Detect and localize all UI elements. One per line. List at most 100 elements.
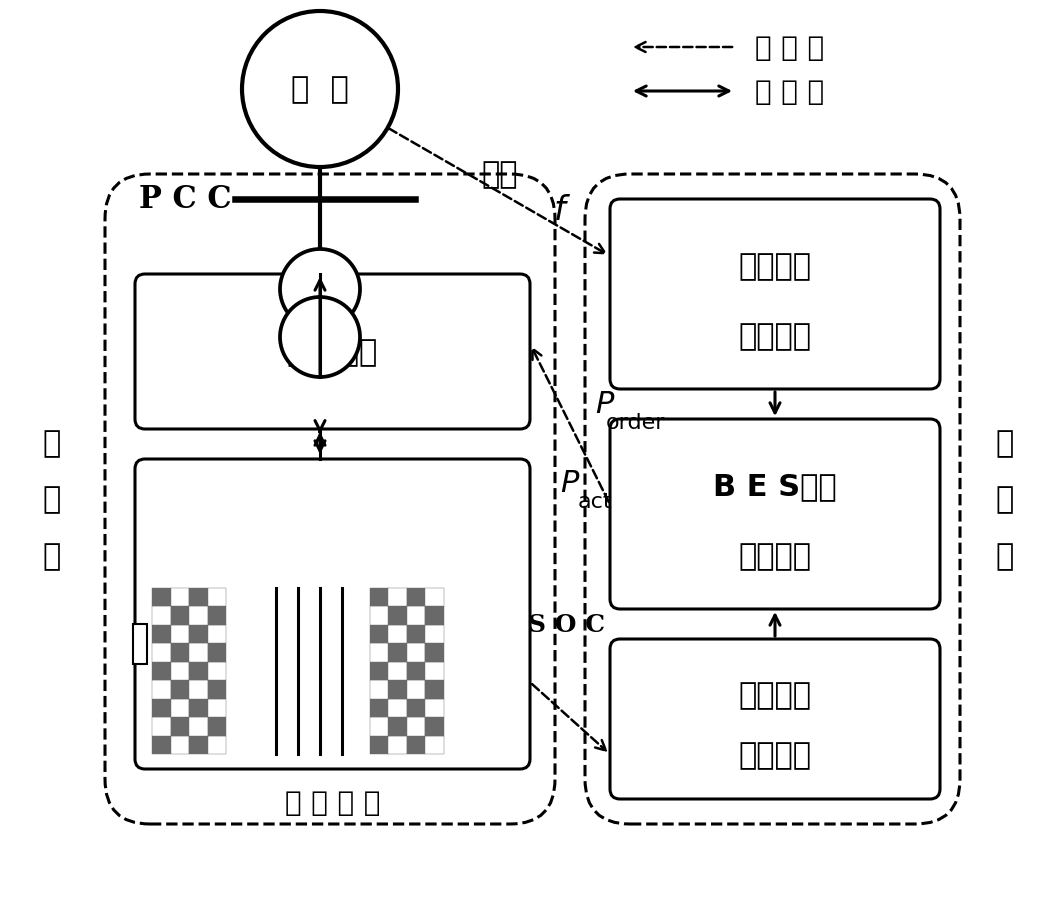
Text: 电  网: 电 网 <box>292 75 349 105</box>
Bar <box>407 698 425 717</box>
Bar <box>208 625 226 643</box>
Bar <box>189 588 208 607</box>
Bar <box>407 607 425 625</box>
Bar <box>370 588 389 607</box>
Bar <box>425 625 444 643</box>
Bar <box>170 588 189 607</box>
Bar <box>425 588 444 607</box>
Bar <box>407 643 425 662</box>
Text: P C C: P C C <box>139 185 231 215</box>
Bar <box>389 680 407 698</box>
Text: 频率: 频率 <box>482 160 518 189</box>
Bar <box>425 643 444 662</box>
Bar <box>133 624 147 664</box>
Bar <box>170 680 189 698</box>
Text: $f$: $f$ <box>553 193 571 226</box>
Text: 能 量 流: 能 量 流 <box>754 78 825 106</box>
Bar <box>170 717 189 736</box>
Bar <box>189 662 208 680</box>
Bar <box>208 607 226 625</box>
Bar <box>425 680 444 698</box>
Bar <box>370 607 389 625</box>
Bar <box>208 736 226 754</box>
Bar <box>189 625 208 643</box>
Bar <box>389 662 407 680</box>
Text: 实时监测: 实时监测 <box>739 740 812 769</box>
FancyBboxPatch shape <box>135 460 530 769</box>
Bar <box>208 680 226 698</box>
Bar <box>152 698 170 717</box>
Text: 控制策略: 控制策略 <box>739 541 812 571</box>
Text: order: order <box>605 413 665 433</box>
Text: 电网功率: 电网功率 <box>739 252 812 280</box>
Bar <box>389 625 407 643</box>
Bar <box>152 588 170 607</box>
Bar <box>407 588 425 607</box>
Bar <box>152 607 170 625</box>
Bar <box>370 662 389 680</box>
Text: act: act <box>578 491 612 511</box>
FancyBboxPatch shape <box>610 640 940 800</box>
Bar <box>208 717 226 736</box>
Bar <box>425 662 444 680</box>
Bar <box>425 698 444 717</box>
Bar <box>152 717 170 736</box>
Bar <box>208 588 226 607</box>
Circle shape <box>280 298 359 378</box>
Bar <box>208 643 226 662</box>
FancyBboxPatch shape <box>610 420 940 609</box>
Bar <box>370 680 389 698</box>
Text: 电池状态: 电池状态 <box>739 681 812 709</box>
Bar <box>189 736 208 754</box>
Bar <box>389 607 407 625</box>
Bar <box>170 698 189 717</box>
Bar <box>389 698 407 717</box>
FancyBboxPatch shape <box>610 199 940 390</box>
Text: 储 能 电 池: 储 能 电 池 <box>285 789 380 816</box>
Bar <box>407 662 425 680</box>
Bar <box>189 607 208 625</box>
Text: B E S功率: B E S功率 <box>713 471 837 501</box>
Text: 储能变流器: 储能变流器 <box>287 337 378 367</box>
Bar <box>208 698 226 717</box>
Text: 信 息 流: 信 息 流 <box>754 34 825 62</box>
Bar <box>370 643 389 662</box>
Bar <box>189 717 208 736</box>
Bar <box>189 698 208 717</box>
Bar <box>370 698 389 717</box>
Text: 设
备
层: 设 备 层 <box>43 428 61 571</box>
Bar <box>370 736 389 754</box>
Bar <box>170 643 189 662</box>
Text: S O C: S O C <box>528 612 605 636</box>
Bar <box>370 717 389 736</box>
Bar <box>152 662 170 680</box>
Bar <box>389 588 407 607</box>
Text: $P$: $P$ <box>595 390 616 419</box>
Circle shape <box>242 12 398 168</box>
Bar <box>389 643 407 662</box>
Bar <box>170 736 189 754</box>
Bar <box>425 607 444 625</box>
Bar <box>170 625 189 643</box>
Bar <box>189 680 208 698</box>
Text: 需求计算: 需求计算 <box>739 322 812 351</box>
Bar <box>152 643 170 662</box>
Text: 控
制
层: 控 制 层 <box>996 428 1014 571</box>
Bar <box>152 680 170 698</box>
Bar <box>389 717 407 736</box>
Bar <box>370 625 389 643</box>
Bar <box>407 625 425 643</box>
Bar <box>407 680 425 698</box>
Bar <box>208 662 226 680</box>
FancyBboxPatch shape <box>135 275 530 429</box>
Bar <box>152 736 170 754</box>
Bar <box>407 717 425 736</box>
Bar <box>407 736 425 754</box>
Bar <box>389 736 407 754</box>
Bar <box>425 717 444 736</box>
Circle shape <box>280 250 359 330</box>
Bar <box>189 643 208 662</box>
Bar <box>170 607 189 625</box>
Bar <box>152 625 170 643</box>
Bar <box>170 662 189 680</box>
